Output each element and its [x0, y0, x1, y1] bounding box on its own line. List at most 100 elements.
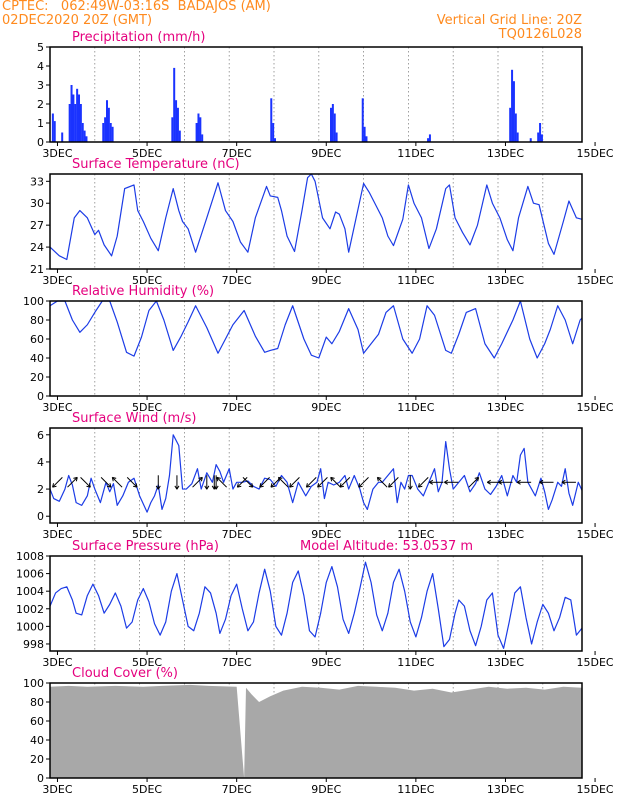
precip-bar	[201, 134, 204, 142]
x-tick-label: 3DEC	[42, 401, 72, 414]
panel-frame	[49, 555, 583, 652]
precip-bar	[511, 69, 514, 142]
wind-direction-arrow	[111, 476, 123, 488]
precip-bar	[171, 117, 174, 142]
precip-bar	[81, 123, 84, 142]
precip-bar	[176, 107, 179, 142]
wind-direction-arrow	[305, 477, 317, 488]
x-tick-label: 7DEC	[222, 401, 252, 414]
run-code: TQ0126L028	[498, 27, 582, 42]
precip-bar	[363, 126, 366, 142]
precip-bar	[270, 98, 273, 142]
precip-bar	[68, 104, 71, 142]
x-tick-label: 13DEC	[487, 274, 524, 287]
x-tick-label: 3DEC	[42, 783, 72, 796]
y-tick-label: 30	[30, 197, 44, 210]
wind-direction-arrow	[213, 475, 219, 490]
panel-title: Surface Pressure (hPa)	[72, 539, 219, 554]
precip-bar	[333, 113, 336, 142]
precip-bar	[195, 123, 198, 142]
y-tick-label: 21	[30, 263, 44, 276]
wind-direction-arrow	[468, 476, 480, 488]
x-tick-label: 11DEC	[397, 274, 434, 287]
x-tick-label: 13DEC	[487, 147, 524, 160]
x-tick-label: 11DEC	[397, 656, 434, 669]
x-tick-label: 7DEC	[222, 528, 252, 541]
y-tick-label: 1006	[16, 568, 44, 581]
x-tick-label: 3DEC	[42, 528, 72, 541]
y-tick-label: 1000	[16, 620, 44, 633]
x-tick-label: 3DEC	[42, 147, 72, 160]
y-tick-label: 0	[37, 510, 44, 523]
wind-direction-arrow	[330, 476, 341, 488]
precip-bar	[330, 107, 332, 142]
location-label: CPTEC: 062:49W-03:16S BADAJOS (AM)	[2, 0, 271, 14]
precip-bar	[178, 130, 181, 142]
press-panel: Surface Pressure (hPa) Model Altitude: 53…	[16, 539, 614, 669]
x-tick-label: 13DEC	[487, 528, 524, 541]
y-tick-label: 20	[30, 371, 44, 384]
precip-bar	[274, 138, 276, 142]
precip-bar	[85, 136, 88, 142]
y-tick-label: 2	[37, 98, 44, 111]
wind-direction-arrow	[388, 477, 399, 488]
panel-title: Surface Temperature (nC)	[72, 157, 240, 172]
x-tick-label: 13DEC	[487, 656, 524, 669]
y-tick-label: 27	[30, 219, 44, 232]
y-tick-label: 60	[30, 715, 44, 728]
precip-bar	[428, 134, 431, 142]
wind-direction-arrow	[155, 475, 161, 490]
panel-title: Relative Humidity (%)	[72, 284, 214, 299]
x-tick-label: 5DEC	[132, 147, 162, 160]
precip-panel: Precipitation (mm/h) 0 1 2 3 4 5 3DEC 5DEC 7DEC 9D…	[37, 30, 614, 160]
precip-bar	[111, 126, 114, 142]
y-tick-label: 100	[23, 295, 44, 308]
y-tick-label: 2	[37, 483, 44, 496]
precip-bar	[539, 123, 542, 142]
precip-bar	[197, 113, 200, 142]
y-tick-label: 20	[30, 753, 44, 766]
wind-direction-arrow	[204, 475, 210, 490]
wind-direction-arrow	[516, 479, 532, 485]
y-tick-label: 1008	[16, 550, 44, 563]
precip-bar	[514, 113, 517, 142]
panel-frame	[49, 300, 583, 397]
wind-direction-arrow	[289, 477, 300, 488]
x-tick-label: 13DEC	[487, 401, 524, 414]
wind-direction-arrow	[67, 476, 78, 488]
panel-frame	[49, 46, 583, 143]
precip-bar	[509, 107, 512, 142]
wind-direction-arrow	[317, 477, 328, 488]
y-tick-label: 0	[37, 772, 44, 785]
y-tick-label: 40	[30, 734, 44, 747]
wind-direction-arrow	[498, 479, 513, 485]
precip-bar	[512, 81, 515, 142]
wind-direction-arrow	[242, 477, 254, 488]
model-altitude-label: Model Altitude: 53.0537 m	[300, 539, 473, 554]
x-tick-label: 7DEC	[222, 783, 252, 796]
rh-series-line	[49, 300, 583, 359]
precip-bar	[102, 123, 105, 142]
x-tick-label: 9DEC	[311, 528, 341, 541]
precip-bar	[61, 132, 64, 142]
wind-panel: Surface Wind (m/s) 0 2 4 6 3DEC 5DEC 7DEC 9DEC 11…	[37, 411, 614, 541]
x-tick-label: 15DEC	[577, 783, 614, 796]
y-tick-label: 3	[37, 79, 44, 92]
x-tick-label: 9DEC	[311, 274, 341, 287]
precip-bar	[516, 132, 519, 142]
x-tick-label: 9DEC	[311, 147, 341, 160]
y-tick-label: 4	[37, 60, 44, 73]
wind-direction-arrow	[52, 477, 63, 488]
wind-direction-arrow	[192, 476, 203, 488]
x-tick-label: 5DEC	[132, 656, 162, 669]
x-tick-label: 15DEC	[577, 147, 614, 160]
x-tick-label: 5DEC	[132, 401, 162, 414]
precip-bar	[109, 123, 112, 142]
wind-direction-arrow	[126, 477, 138, 488]
panel-frame	[49, 682, 583, 779]
x-tick-label: 11DEC	[397, 147, 434, 160]
wind-direction-arrow	[407, 475, 413, 490]
wind-direction-arrow	[429, 479, 444, 485]
precip-bar	[199, 117, 202, 142]
precip-bar	[83, 130, 86, 142]
